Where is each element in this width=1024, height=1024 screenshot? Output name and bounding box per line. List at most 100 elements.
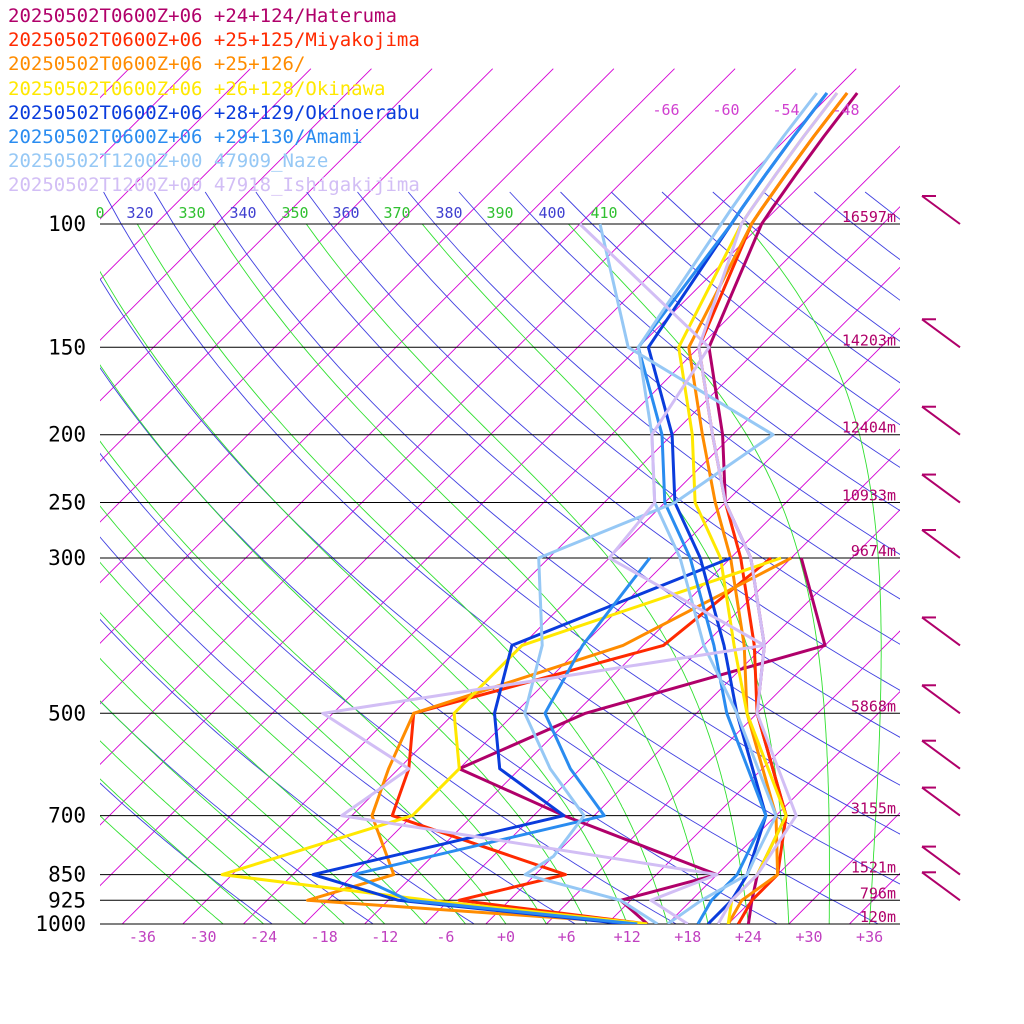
pressure-tick-label: 250 <box>48 491 86 515</box>
wind-barbs <box>921 195 961 902</box>
legend-entry: 20250502T0600Z+06 +25+126/ <box>8 53 306 76</box>
isotherm-line <box>485 509 900 924</box>
temperature-profile-line <box>687 92 849 924</box>
isotherm-line <box>100 68 675 644</box>
dry-adiabat-line <box>255 191 900 738</box>
dry-adiabat-line <box>100 452 678 924</box>
pressure-tick-label: 850 <box>48 863 86 887</box>
isotherm-top-label: -60 <box>712 101 739 119</box>
pressure-tick-label: 1000 <box>35 912 86 936</box>
legend-entry: 20250502T1200Z+00 47918_Ishigakijima <box>8 174 420 197</box>
dry-adiabat-line <box>509 191 900 512</box>
dry-adiabat-line <box>100 618 476 924</box>
theta-label: 410 <box>590 204 617 222</box>
isobar-lines <box>100 223 900 925</box>
legend-entry: 20250502T0600Z+06 +25+125/Miyakojima <box>8 29 420 52</box>
pressure-tick-label: 200 <box>48 423 86 447</box>
legend-entry: 20250502T0600Z+06 +28+129/Okinoerabu <box>8 101 420 124</box>
temperature-tick-label: +30 <box>795 928 822 946</box>
dewpoint-profile-line <box>321 222 766 924</box>
wind-barb <box>921 195 961 225</box>
isotherm-top-label: -48 <box>832 101 859 119</box>
wind-barb <box>921 871 961 902</box>
height-label: 14203m <box>842 331 896 349</box>
isotherm-line <box>363 387 900 924</box>
theta-label: 350 <box>281 204 308 222</box>
temperature-tick-label: -30 <box>189 928 216 946</box>
dry-adiabat-line <box>864 191 900 220</box>
dewpoint-profile-line <box>311 556 732 924</box>
temperature-profile-line <box>646 92 829 924</box>
isotherm-line <box>545 569 900 924</box>
theta-label: 370 <box>383 204 410 222</box>
moist-adiabat-line <box>100 740 305 924</box>
temperature-tick-label: +36 <box>856 928 883 946</box>
wind-barb <box>921 845 961 876</box>
theta-label: 360 <box>332 204 359 222</box>
temperature-tick-label: +18 <box>674 928 701 946</box>
height-label: 16597m <box>842 208 896 226</box>
wind-barb <box>921 684 961 715</box>
sounding-series <box>220 92 859 924</box>
temperature-tick-label: -18 <box>311 928 338 946</box>
isotherm-line <box>666 690 900 924</box>
dewpoint-profile-line <box>390 556 772 924</box>
height-label: 120m <box>860 908 896 926</box>
isotherm-line <box>100 68 736 705</box>
temperature-tick-label: -24 <box>250 928 277 946</box>
height-label: 9674m <box>851 542 896 560</box>
temperature-tick-label: -12 <box>371 928 398 946</box>
isotherm-line <box>895 69 1024 939</box>
isotherm-line <box>788 812 900 924</box>
temperature-tick-label: -6 <box>436 928 454 946</box>
legend: 20250502T0600Z+06 +24+124/Hateruma 202505… <box>8 4 420 198</box>
isotherm-line <box>100 68 494 463</box>
dry-adiabat-line <box>610 191 900 426</box>
theta-label: 0 <box>95 204 104 222</box>
isotherm-line <box>100 68 312 281</box>
isotherm-line <box>100 68 251 220</box>
dry-adiabat-line <box>100 536 577 924</box>
dewpoint-profile-line <box>351 557 651 924</box>
dry-adiabat-line <box>100 782 273 924</box>
isotherm-line <box>242 266 900 924</box>
temperature-tick-label: +12 <box>614 928 641 946</box>
isotherm-line <box>100 68 857 826</box>
pressure-tick-label: 300 <box>48 546 86 570</box>
temperature-profile-line <box>677 92 839 924</box>
height-label: 12404m <box>842 419 896 437</box>
theta-label: 380 <box>435 204 462 222</box>
height-label: 3155m <box>851 800 896 818</box>
pressure-tick-label: 925 <box>48 888 86 912</box>
isotherm-line <box>606 630 900 924</box>
theta-label: 400 <box>538 204 565 222</box>
wind-barb <box>921 318 961 349</box>
legend-entry: 20250502T0600Z+06 +26+128/Okinawa <box>8 77 386 100</box>
isotherm-line <box>100 68 797 766</box>
theta-label: 340 <box>229 204 256 222</box>
isotherm-line <box>100 68 433 402</box>
isotherm-line <box>100 68 191 160</box>
wind-barb <box>921 405 961 436</box>
dewpoint-profile-line <box>306 556 792 924</box>
pressure-tick-label: 700 <box>48 804 86 828</box>
dewpoint-profile-line <box>220 556 782 924</box>
wind-barb <box>921 739 961 770</box>
isotherm-line <box>100 68 372 341</box>
isotherm-line <box>0 69 8 939</box>
temperature-tick-label: -36 <box>129 928 156 946</box>
temperature-tick-label: +6 <box>558 928 576 946</box>
temperature-tick-label: +0 <box>497 928 515 946</box>
height-label: 10933m <box>842 487 896 505</box>
height-label: 1521m <box>851 859 896 877</box>
isotherm-line <box>727 751 900 924</box>
legend-entry: 20250502T0600Z+06 +29+130/Amami <box>8 126 363 149</box>
legend-entry: 20250502T0600Z+06 +24+124/Hateruma <box>8 5 397 27</box>
wind-barb <box>921 616 961 647</box>
wind-barb <box>921 473 961 504</box>
temperature-profile-line <box>697 92 839 924</box>
pressure-tick-label: 150 <box>48 335 86 359</box>
isotherm-line <box>100 84 900 887</box>
